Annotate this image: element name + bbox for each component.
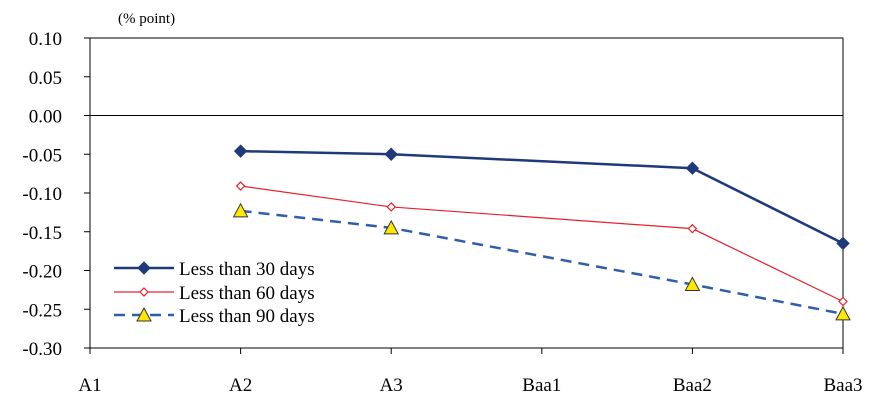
y-axis: 0.10 0.05 0.00 -0.05 -0.10 -0.15 -0.20 -0.25 -0.… — [22, 29, 90, 360]
legend-label: Less than 30 days — [179, 259, 315, 280]
legend-entry: Less than 30 days — [114, 259, 315, 280]
legend-label: Less than 60 days — [179, 283, 315, 304]
series-line — [240, 209, 844, 316]
data-point — [838, 296, 848, 307]
y-tick-label: -0.30 — [22, 339, 62, 360]
data-point — [687, 223, 698, 234]
data-point — [232, 202, 249, 218]
series-1 — [233, 144, 850, 251]
legend-label: Less than 90 days — [179, 306, 315, 327]
y-tick-label: 0.10 — [29, 29, 62, 50]
y-tick-label: -0.10 — [22, 184, 62, 205]
data-point — [684, 276, 701, 291]
y-tick-label: 0.00 — [29, 107, 62, 128]
x-tick-label: Baa3 — [823, 375, 862, 396]
series-2 — [235, 181, 848, 307]
y-tick-label: 0.05 — [29, 68, 62, 89]
data-point — [386, 202, 397, 212]
data-point — [384, 147, 398, 161]
x-tick-label: Baa2 — [673, 375, 712, 396]
series-layer — [232, 144, 851, 321]
data-point — [233, 144, 248, 158]
x-tick-label: A3 — [380, 375, 403, 396]
x-tick-label: A1 — [78, 375, 101, 396]
unit-label: (% point) — [118, 11, 175, 27]
data-point — [835, 305, 851, 321]
series-3 — [232, 202, 851, 321]
data-point — [139, 287, 149, 297]
data-point — [685, 161, 700, 175]
y-tick-label: -0.25 — [22, 300, 62, 321]
series-line — [240, 149, 844, 245]
x-tick-label: Baa1 — [522, 375, 561, 396]
data-point — [136, 306, 152, 322]
data-point — [383, 219, 400, 235]
y-tick-label: -0.20 — [22, 262, 62, 283]
x-tick-label: A2 — [229, 375, 252, 396]
series-line — [240, 185, 844, 303]
x-axis: A1 A2 A3 Baa1 Baa2 Baa3 — [78, 348, 863, 396]
y-tick-label: -0.15 — [22, 223, 62, 244]
y-tick-label: -0.05 — [22, 145, 62, 166]
legend-entry: Less than 90 days — [114, 306, 315, 327]
data-point — [836, 236, 850, 251]
data-point — [137, 261, 151, 275]
data-point — [235, 181, 246, 191]
legend-entry: Less than 60 days — [114, 283, 315, 304]
